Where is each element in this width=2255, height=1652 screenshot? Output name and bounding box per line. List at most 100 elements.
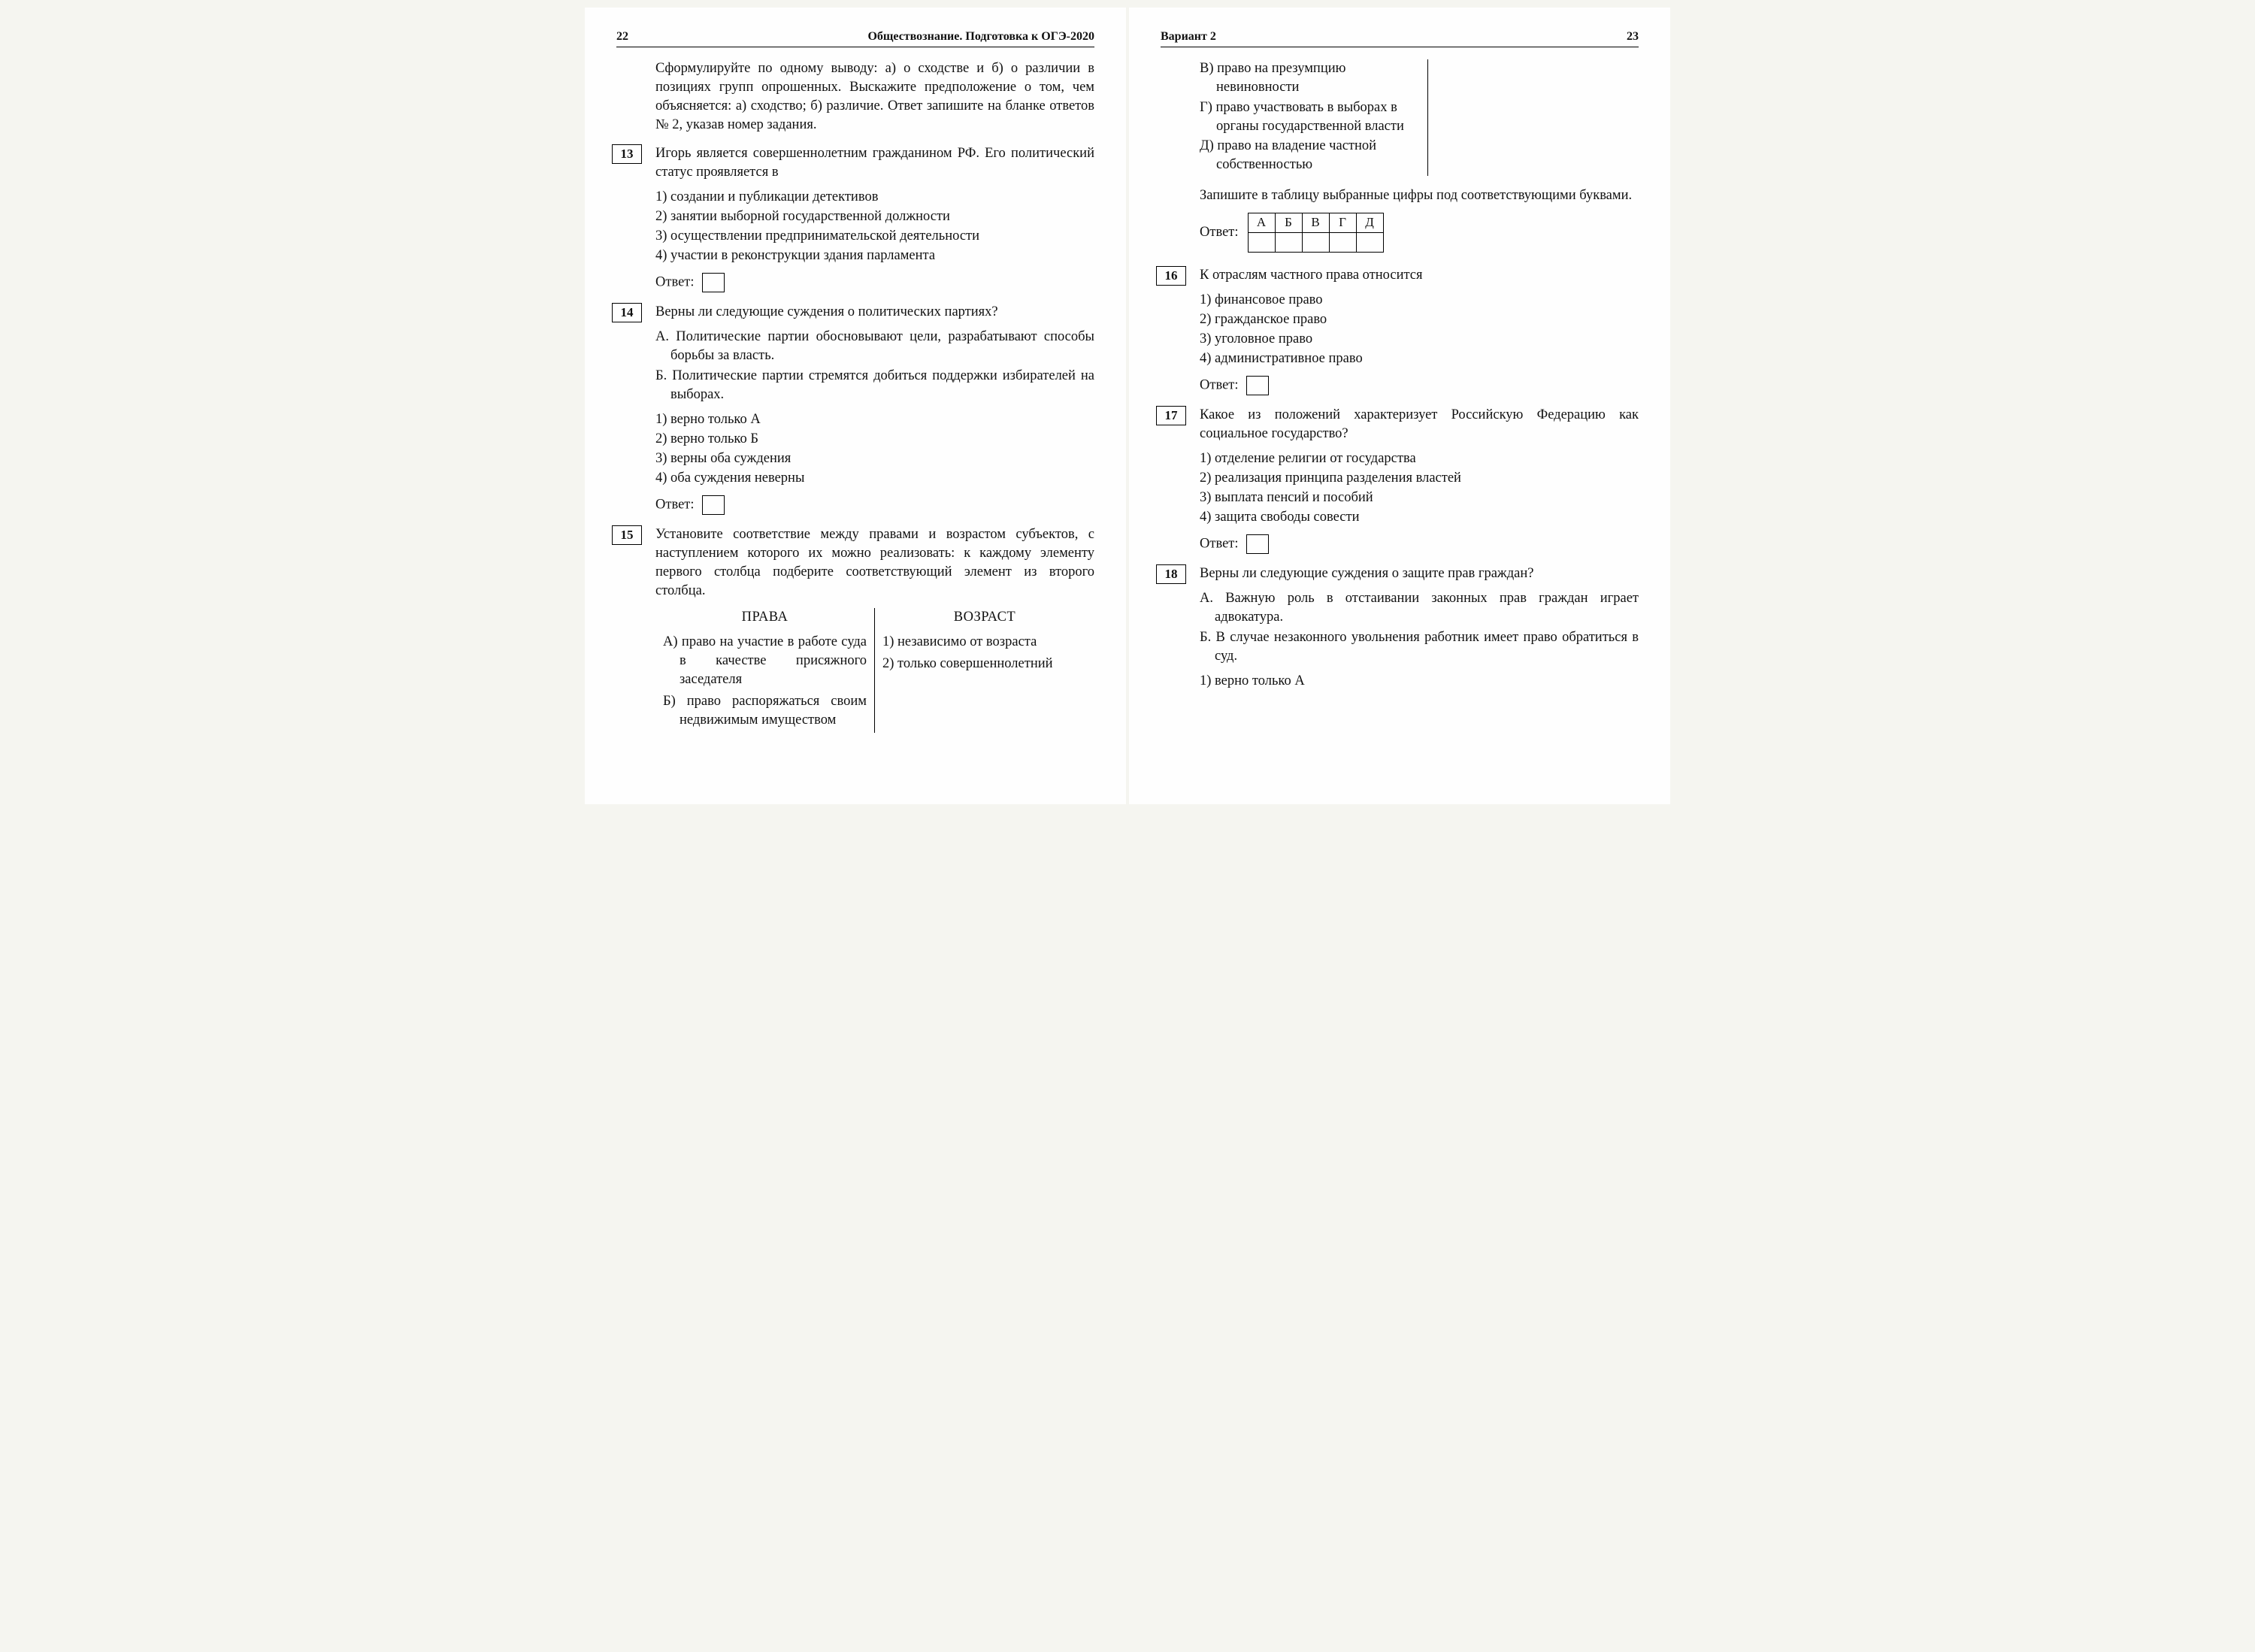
header-right: Вариант 2 23 (1161, 29, 1639, 47)
lettered-statements: А. Важную роль в отстаивании законных пр… (1200, 589, 1639, 666)
header-left: 22 Обществознание. Подготовка к ОГЭ-2020 (616, 29, 1094, 47)
match-item: 1) независимо от возраста (882, 633, 1087, 652)
question-options: 1) верно только А 2) верно только Б 3) в… (655, 410, 1094, 488)
answer-label: Ответ: (1200, 536, 1239, 551)
answer-box[interactable] (1246, 534, 1269, 554)
q15-instruction: Запишите в таблицу выбранные цифры под с… (1200, 186, 1639, 205)
answer-grid-row: Ответ: А Б В Г Д (1200, 213, 1639, 253)
question-stem: Верны ли следующие суждения о защите пра… (1200, 564, 1639, 583)
grid-head: В (1302, 213, 1329, 233)
q15-cont-left: В) право на презумпцию невиновности Г) п… (1200, 59, 1428, 177)
option: 1) верно только А (1200, 672, 1639, 691)
q15-cont-right (1428, 59, 1639, 177)
grid-cell[interactable] (1356, 233, 1383, 253)
match-item: Г) право участвовать в выборах в органы … (1200, 98, 1420, 136)
intro-text: Сформулируйте по одному выводу: а) о схо… (655, 59, 1094, 135)
answer-box[interactable] (702, 273, 725, 292)
grid-input-row (1248, 233, 1383, 253)
option: 3) осуществлении предпринимательской дея… (655, 227, 1094, 246)
match-item: В) право на презумпцию невиновности (1200, 59, 1420, 97)
match-item: Б) право распоряжаться своим недвижимым … (663, 692, 867, 730)
header-title-right: Вариант 2 (1161, 29, 1216, 45)
question-options: 1) создании и публикации детективов 2) з… (655, 188, 1094, 265)
answer-box[interactable] (702, 495, 725, 515)
page-left: 22 Обществознание. Подготовка к ОГЭ-2020… (585, 8, 1126, 804)
answer-label: Ответ: (655, 275, 695, 290)
grid-head: А (1248, 213, 1275, 233)
grid-head: Г (1329, 213, 1356, 233)
answer-label: Ответ: (1200, 377, 1239, 392)
option: 4) оба суждения неверны (655, 469, 1094, 488)
option: 1) верно только А (655, 410, 1094, 429)
answer-row: Ответ: (1200, 376, 1639, 395)
answer-label: Ответ: (655, 497, 695, 512)
page-right: Вариант 2 23 В) право на презумпцию неви… (1129, 8, 1670, 804)
header-title-left: Обществознание. Подготовка к ОГЭ-2020 (867, 29, 1094, 45)
question-stem: Игорь является совершеннолетним граждани… (655, 144, 1094, 182)
question-17: 17 Какое из положений характеризует Росс… (1200, 406, 1639, 554)
question-number-box: 18 (1156, 564, 1186, 584)
question-options: 1) отделение религии от государства 2) р… (1200, 449, 1639, 527)
option: 1) отделение религии от государства (1200, 449, 1639, 468)
question-stem: К отраслям частного права относится (1200, 266, 1639, 285)
question-stem: Какое из положений характеризует Российс… (1200, 406, 1639, 443)
page-number-left: 22 (616, 29, 628, 45)
option: 3) уголовное право (1200, 330, 1639, 349)
match-left-head: ПРАВА (663, 608, 867, 627)
grid-cell[interactable] (1329, 233, 1356, 253)
answer-row: Ответ: (655, 495, 1094, 515)
grid-cell[interactable] (1248, 233, 1275, 253)
answer-grid: А Б В Г Д (1248, 213, 1384, 253)
grid-head-row: А Б В Г Д (1248, 213, 1383, 233)
content-right: В) право на презумпцию невиновности Г) п… (1161, 59, 1639, 691)
question-options: 1) верно только А (1200, 672, 1639, 691)
option: 2) верно только Б (655, 430, 1094, 449)
question-number-box: 15 (612, 525, 642, 545)
question-13: 13 Игорь является совершеннолетним гражд… (655, 144, 1094, 292)
option: 4) защита свободы совести (1200, 508, 1639, 527)
page-number-right: 23 (1627, 29, 1639, 45)
statement: Б. В случае незаконного увольнения работ… (1200, 628, 1639, 666)
answer-grid-label: Ответ: (1200, 223, 1239, 242)
match-item: А) право на участие в работе суда в каче… (663, 633, 867, 689)
grid-head: Д (1356, 213, 1383, 233)
option: 1) финансовое право (1200, 291, 1639, 310)
option: 2) реализация принципа разделения власте… (1200, 469, 1639, 488)
match-item: 2) только совершеннолетний (882, 655, 1087, 673)
option: 2) гражданское право (1200, 310, 1639, 329)
statement: А. Политические партии обосновывают цели… (655, 328, 1094, 365)
option: 3) верны оба суждения (655, 449, 1094, 468)
question-18: 18 Верны ли следующие суждения о защите … (1200, 564, 1639, 691)
question-options: 1) финансовое право 2) гражданское право… (1200, 291, 1639, 368)
statement: Б. Политические партии стремятся добитьс… (655, 367, 1094, 404)
grid-cell[interactable] (1302, 233, 1329, 253)
content-left: Сформулируйте по одному выводу: а) о схо… (616, 59, 1094, 733)
lettered-statements: А. Политические партии обосновывают цели… (655, 328, 1094, 404)
question-number-box: 16 (1156, 266, 1186, 286)
grid-cell[interactable] (1275, 233, 1302, 253)
answer-row: Ответ: (655, 273, 1094, 292)
question-number-box: 13 (612, 144, 642, 164)
match-table: ПРАВА А) право на участие в работе суда … (655, 608, 1094, 733)
question-14: 14 Верны ли следующие суждения о политич… (655, 303, 1094, 515)
option: 3) выплата пенсий и пособий (1200, 489, 1639, 507)
answer-row: Ответ: (1200, 534, 1639, 554)
option: 1) создании и публикации детективов (655, 188, 1094, 207)
option: 4) участии в реконструкции здания парлам… (655, 247, 1094, 265)
question-stem: Установите соответствие между правами и … (655, 525, 1094, 601)
q15-continuation: В) право на презумпцию невиновности Г) п… (1200, 59, 1639, 177)
match-right-head: ВОЗРАСТ (882, 608, 1087, 627)
match-left-col: ПРАВА А) право на участие в работе суда … (655, 608, 875, 733)
grid-head: Б (1275, 213, 1302, 233)
question-number-box: 17 (1156, 406, 1186, 425)
option: 2) занятии выборной государственной долж… (655, 207, 1094, 226)
statement: А. Важную роль в отстаивании законных пр… (1200, 589, 1639, 627)
question-stem: Верны ли следующие суждения о политическ… (655, 303, 1094, 322)
question-16: 16 К отраслям частного права относится 1… (1200, 266, 1639, 395)
option: 4) административное право (1200, 349, 1639, 368)
match-item: Д) право на владение частной собственнос… (1200, 137, 1420, 174)
question-number-box: 14 (612, 303, 642, 322)
match-right-col: ВОЗРАСТ 1) независимо от возраста 2) тол… (875, 608, 1094, 733)
answer-box[interactable] (1246, 376, 1269, 395)
question-15: 15 Установите соответствие между правами… (655, 525, 1094, 733)
